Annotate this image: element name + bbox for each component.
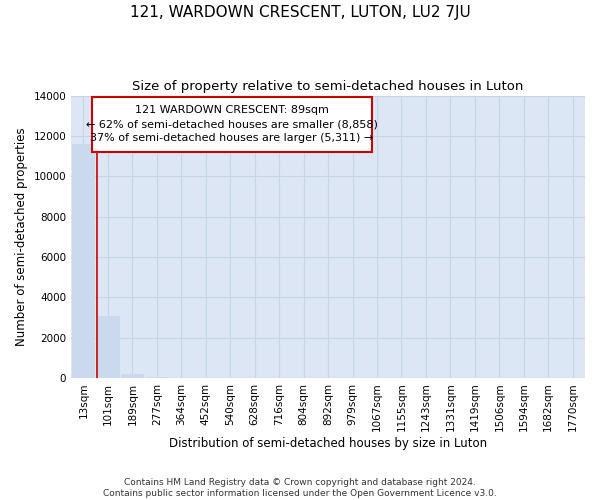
- Text: 121, WARDOWN CRESCENT, LUTON, LU2 7JU: 121, WARDOWN CRESCENT, LUTON, LU2 7JU: [130, 5, 470, 20]
- X-axis label: Distribution of semi-detached houses by size in Luton: Distribution of semi-detached houses by …: [169, 437, 487, 450]
- Text: Contains HM Land Registry data © Crown copyright and database right 2024.
Contai: Contains HM Land Registry data © Crown c…: [103, 478, 497, 498]
- Text: 121 WARDOWN CRESCENT: 89sqm
← 62% of semi-detached houses are smaller (8,858)
37: 121 WARDOWN CRESCENT: 89sqm ← 62% of sem…: [86, 106, 377, 144]
- Title: Size of property relative to semi-detached houses in Luton: Size of property relative to semi-detach…: [133, 80, 524, 93]
- Y-axis label: Number of semi-detached properties: Number of semi-detached properties: [15, 128, 28, 346]
- Bar: [97, 316, 119, 378]
- Bar: [121, 374, 143, 378]
- FancyBboxPatch shape: [92, 97, 372, 152]
- Bar: [73, 144, 94, 378]
